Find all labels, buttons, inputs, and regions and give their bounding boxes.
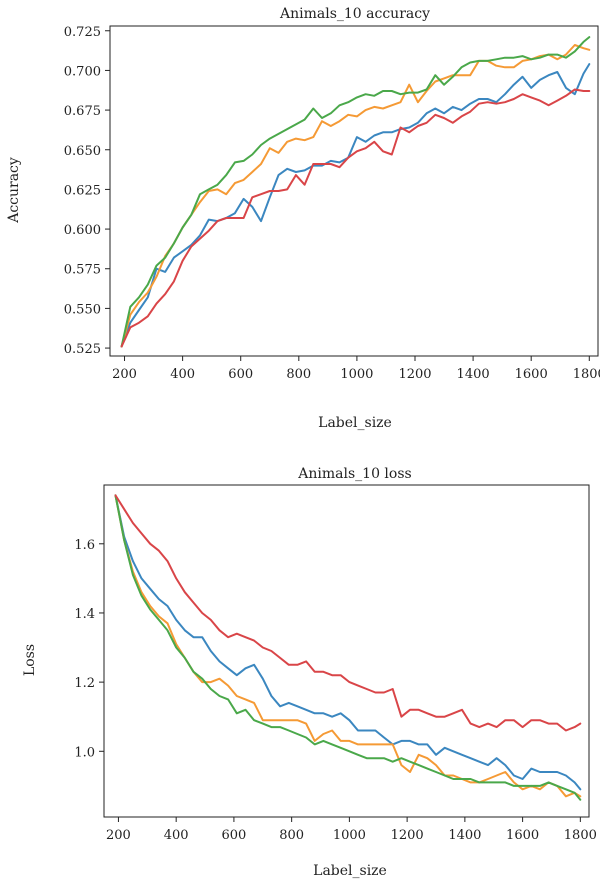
x-tick-label: 1000 xyxy=(340,367,373,382)
x-tick-label: 1800 xyxy=(573,367,600,382)
y-tick-label: 0.575 xyxy=(64,263,101,278)
y-tick-label: 0.725 xyxy=(64,25,101,40)
x-tick-label: 200 xyxy=(106,828,131,843)
accuracy-chart: Animals_10 accuracy Accuracy Label_size … xyxy=(6,6,600,431)
x-tick-label: 1400 xyxy=(457,367,490,382)
loss-chart: Animals_10 loss Loss Label_size 200 400 60… xyxy=(22,466,597,879)
y-axis-label: Accuracy xyxy=(6,157,22,224)
y-tick-label: 1.0 xyxy=(74,745,95,760)
plot-frame xyxy=(103,484,590,818)
y-tick-label: 1.2 xyxy=(74,676,95,691)
x-tick-label: 800 xyxy=(286,367,311,382)
x-tick-label: 1000 xyxy=(333,828,366,843)
x-tick-label: 1200 xyxy=(398,367,431,382)
orange-series-line xyxy=(120,44,591,348)
axis-ticks: 200 400 600 800 1000 1200 1400 1600 1800 1.0 1.2 1.… xyxy=(74,538,597,843)
x-tick-label: 400 xyxy=(170,367,195,382)
blue-series-line xyxy=(114,494,582,791)
x-tick-label: 1200 xyxy=(391,828,424,843)
axis-ticks: 200 400 600 800 1000 1200 1400 1600 1800 0.525 0.5… xyxy=(64,25,600,382)
x-tick-label: 1600 xyxy=(506,828,539,843)
y-tick-label: 0.525 xyxy=(64,342,101,357)
x-axis-label: Label_size xyxy=(318,415,392,431)
x-tick-label: 800 xyxy=(279,828,304,843)
blue-series-line xyxy=(120,63,591,348)
y-tick-label: 0.675 xyxy=(64,104,101,119)
y-tick-label: 1.6 xyxy=(74,538,95,553)
y-tick-label: 1.4 xyxy=(74,607,95,622)
series-lines xyxy=(114,494,582,801)
chart-title: Animals_10 loss xyxy=(297,466,411,482)
x-tick-label: 1400 xyxy=(448,828,481,843)
x-tick-label: 1800 xyxy=(564,828,597,843)
x-axis-label: Label_size xyxy=(313,863,387,879)
green-series-line xyxy=(114,494,582,801)
y-tick-label: 0.600 xyxy=(64,223,101,238)
y-tick-label: 0.650 xyxy=(64,144,101,159)
chart-title: Animals_10 accuracy xyxy=(279,6,430,22)
x-tick-label: 600 xyxy=(221,828,246,843)
x-tick-label: 400 xyxy=(164,828,189,843)
x-tick-label: 200 xyxy=(112,367,137,382)
y-axis-label: Loss xyxy=(22,644,38,676)
x-tick-label: 1600 xyxy=(515,367,548,382)
y-tick-label: 0.700 xyxy=(64,64,101,79)
series-lines xyxy=(120,36,591,348)
red-series-line xyxy=(114,494,582,732)
plot-frame xyxy=(109,25,599,357)
x-tick-label: 600 xyxy=(228,367,253,382)
green-series-line xyxy=(120,36,591,348)
y-tick-label: 0.550 xyxy=(64,302,101,317)
y-tick-label: 0.625 xyxy=(64,183,101,198)
red-series-line xyxy=(120,88,591,348)
